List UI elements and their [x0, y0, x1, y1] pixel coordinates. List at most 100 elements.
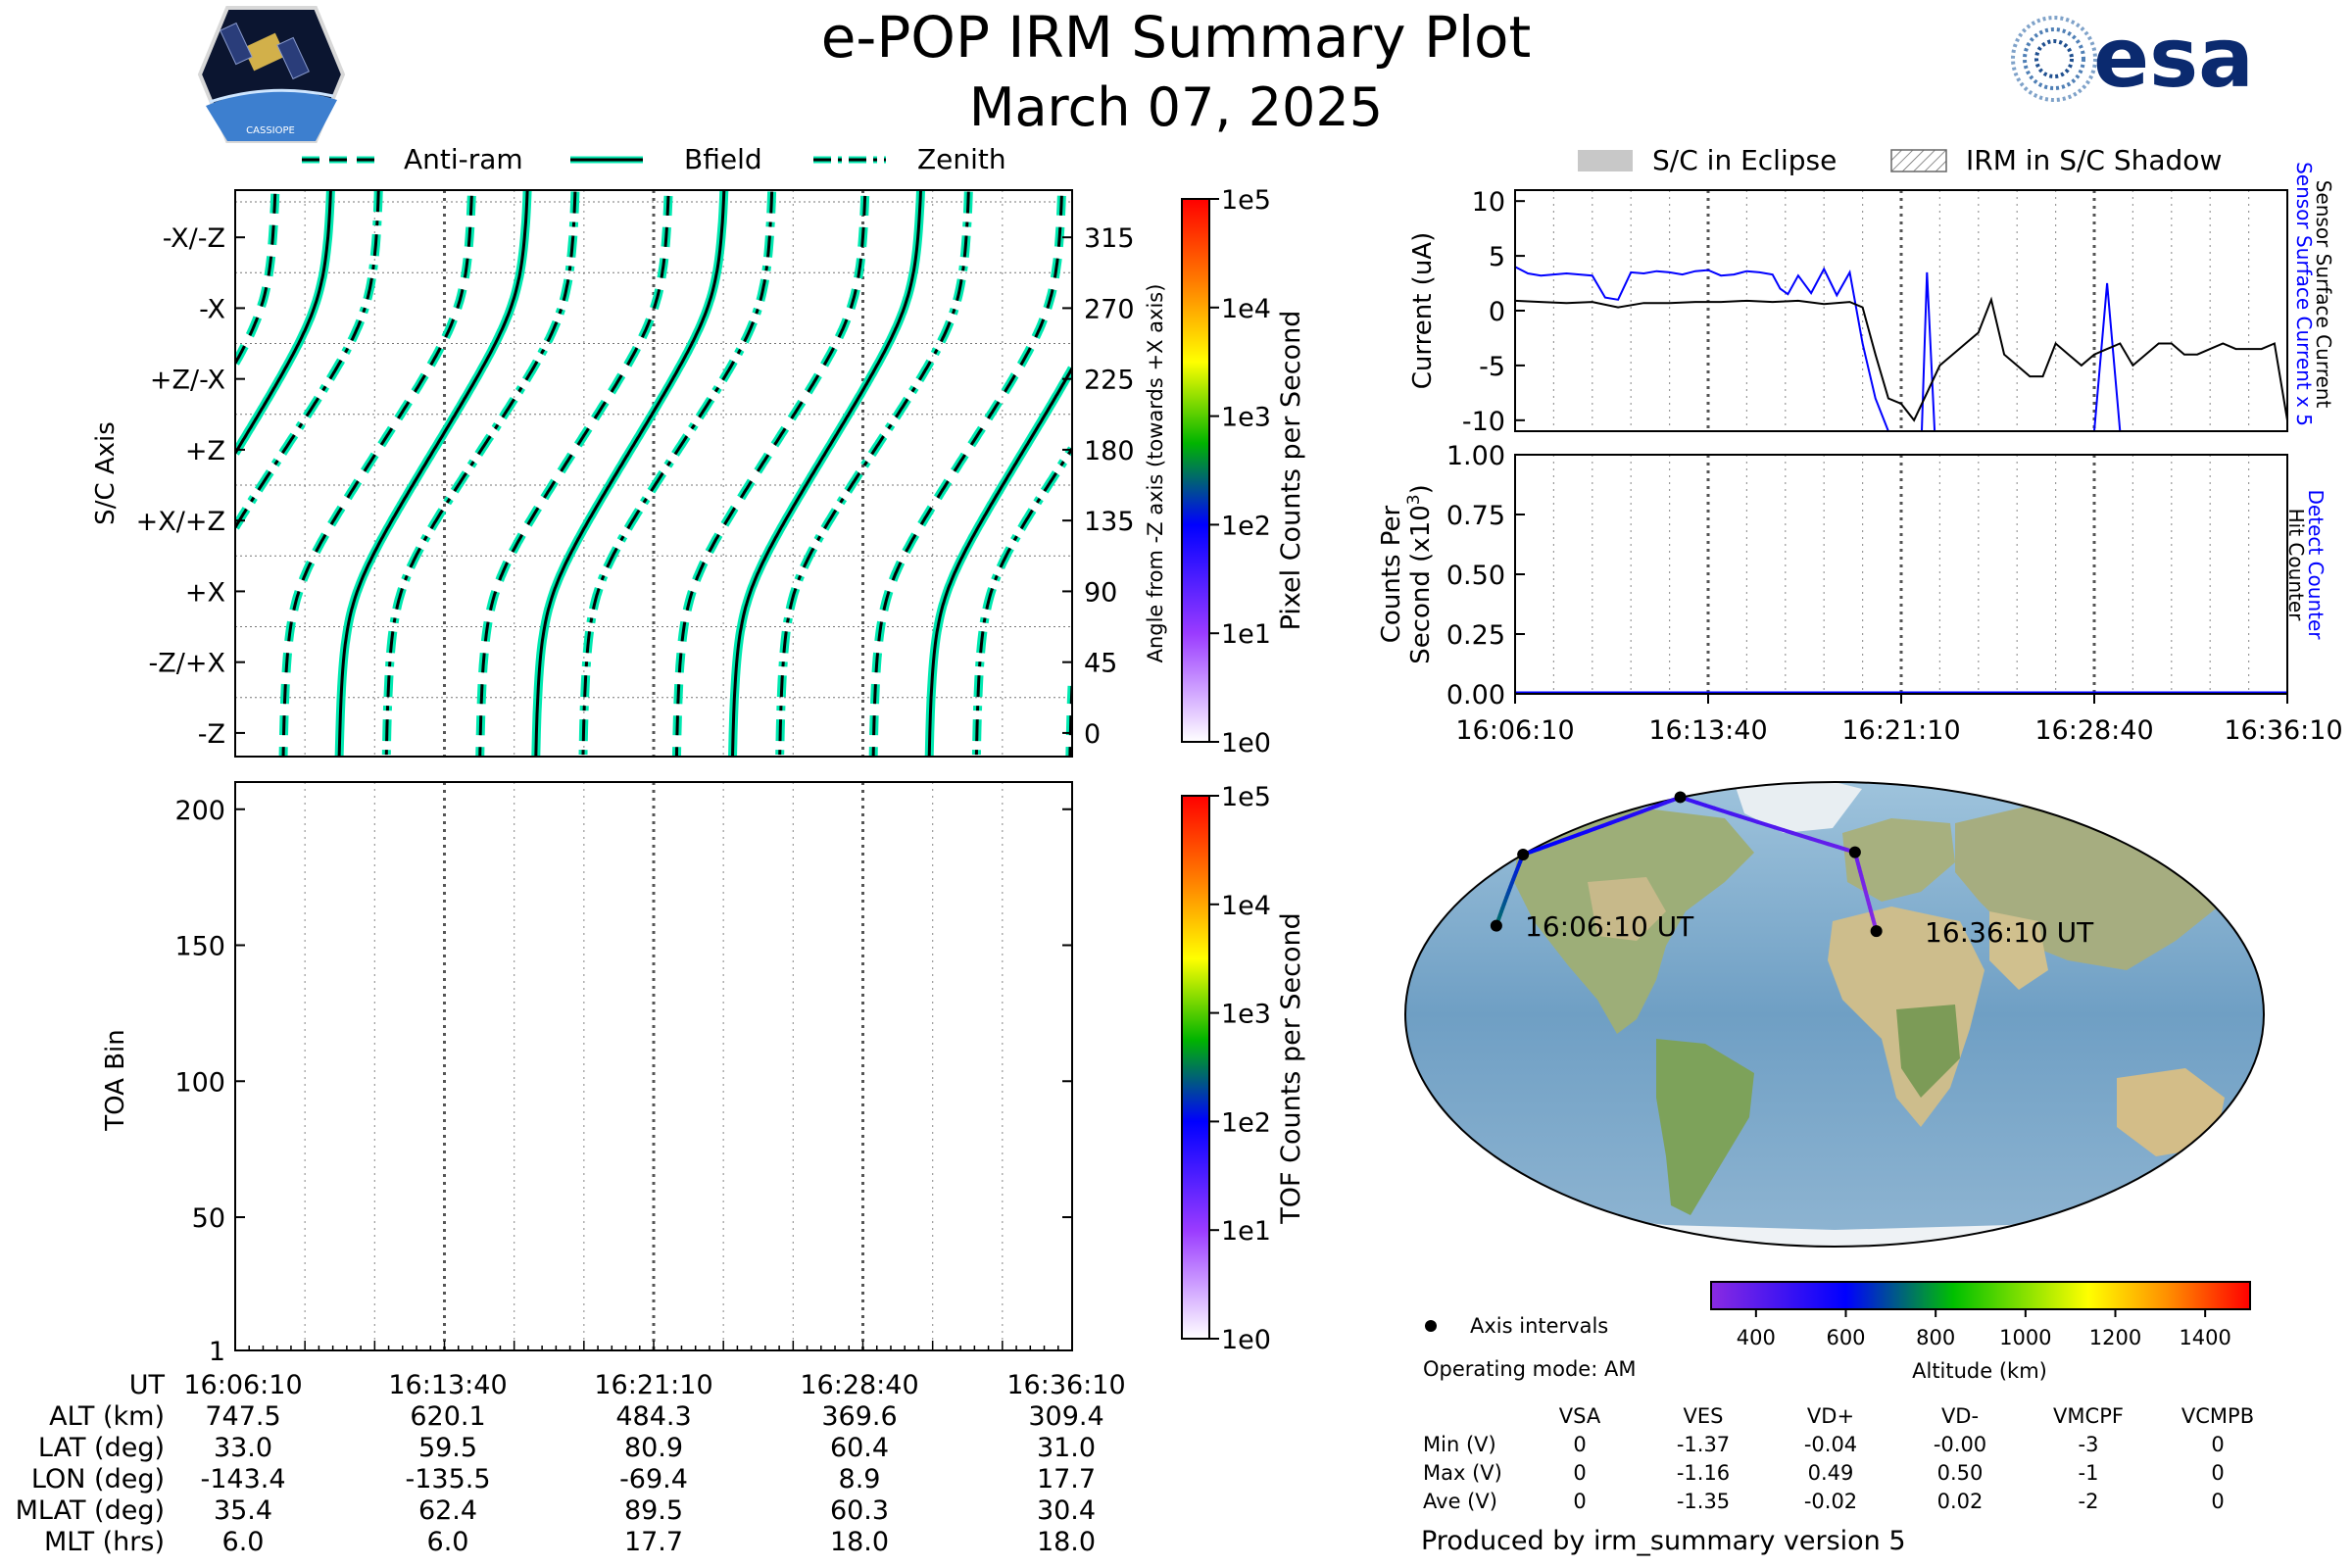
ephemeris-cell: 18.0 — [830, 1527, 889, 1557]
toa-grid — [304, 782, 1004, 1350]
current-y2label-blue: Sensor Surface Current x 5 — [2292, 162, 2316, 426]
cassiope-logo-text: CASSIOPE — [246, 125, 295, 136]
current-ticks: 10 5 0 -5 -10 — [1462, 187, 1525, 437]
ephemeris-cell: 60.3 — [830, 1495, 889, 1526]
voltage-cell: -0.02 — [1804, 1490, 1857, 1513]
colorbar-tick-label: 1e2 — [1221, 511, 1271, 541]
sc-axis-tick-label: -Z — [198, 719, 225, 750]
ephemeris-cell: 16:28:40 — [800, 1370, 918, 1400]
page-title: e-POP IRM Summary Plot — [821, 4, 1532, 71]
ephemeris-cell: 35.4 — [214, 1495, 272, 1526]
altitude-tick-label: 1400 — [2179, 1326, 2230, 1349]
sc-axis-tick-label: -X/-Z — [163, 223, 225, 254]
current-series-sensor-x5 — [1515, 266, 2287, 431]
voltage-cell: 0 — [1573, 1433, 1586, 1456]
ephemeris-cell: 18.0 — [1037, 1527, 1096, 1557]
legend-zenith: Zenith — [917, 143, 1006, 175]
voltage-cell: -1.16 — [1677, 1461, 1730, 1485]
ephemeris-cell: 89.5 — [624, 1495, 683, 1526]
ephemeris-row-label: UT — [129, 1370, 166, 1400]
ephemeris-row-label: ALT (km) — [49, 1401, 165, 1432]
ephemeris-cell: 59.5 — [418, 1433, 477, 1463]
sc-axis-tick-label: -Z/+X — [149, 649, 225, 679]
esa-logo: esa — [2011, 10, 2254, 106]
ephemeris-row-label: MLT (hrs) — [44, 1527, 165, 1557]
current-tick-label: -5 — [1479, 352, 1505, 382]
colorbar-tick-label: 1e1 — [1221, 1216, 1271, 1247]
toa-tick-label: 1 — [209, 1337, 225, 1367]
counts-y2label-blue: Detect Counter — [2304, 490, 2328, 641]
counts-tick-label: 0.75 — [1446, 501, 1505, 531]
ephemeris-cell: 16:13:40 — [388, 1370, 507, 1400]
toa-ylabel: TOA Bin — [101, 1029, 130, 1131]
voltage-cell: -1 — [2079, 1461, 2099, 1485]
legend-bfield: Bfield — [684, 143, 762, 175]
operating-mode: Operating mode: AM — [1423, 1357, 1636, 1381]
axis-intervals-marker — [1425, 1320, 1437, 1332]
counts-ylabel: Counts Per Second (x103) — [1377, 484, 1436, 664]
svg-text:Counts Per: Counts Per — [1377, 505, 1406, 643]
counts-ticks: 1.00 0.75 0.50 0.25 0.00 16:06:10 16:13:40 16:2… — [1446, 441, 2343, 746]
attitude-series-zenith — [235, 190, 1072, 757]
ephemeris-cell: 16:36:10 — [1006, 1370, 1125, 1400]
altitude-tick-label: 1200 — [2089, 1326, 2141, 1349]
angle-tick-label: 225 — [1084, 366, 1135, 396]
colorbar-tick-label: 1e2 — [1221, 1107, 1271, 1138]
ephemeris-row-label: LAT (deg) — [38, 1433, 165, 1463]
ephemeris-cell: 6.0 — [427, 1527, 469, 1557]
angle-tick-label: 270 — [1084, 294, 1135, 324]
ephemeris-cell: 31.0 — [1037, 1433, 1096, 1463]
counts-grid — [1552, 455, 2250, 694]
altitude-colorbar-label: Altitude (km) — [1912, 1359, 2047, 1383]
voltage-header: VMCPF — [2053, 1404, 2124, 1428]
altitude-colorbar: 400 600 800 1000 1200 1400 Altitude (km) — [1710, 1281, 2251, 1383]
ephemeris-cell: 17.7 — [624, 1527, 683, 1557]
counts-tick-label: 0.00 — [1446, 680, 1505, 710]
colorbar-tick-label: 1e4 — [1221, 294, 1271, 324]
current-legend: S/C in Eclipse IRM in S/C Shadow — [1578, 144, 2222, 176]
voltage-cell: -1.35 — [1677, 1490, 1730, 1513]
attitude-axis-labels: -Z 0 -Z/+X 45 +X 90 +X/+Z 135 +Z 180 +Z/-X 225 -X 270… — [136, 223, 1135, 750]
voltage-cell: 0 — [1573, 1490, 1586, 1513]
pixel-colorbar-label: Pixel Counts per Second — [1276, 311, 1306, 631]
colorbar-tick-label: 1e1 — [1221, 619, 1271, 650]
axis-interval-point — [1674, 791, 1687, 804]
voltage-header: VD+ — [1807, 1404, 1854, 1428]
svg-text:Second (x103): Second (x103) — [1404, 484, 1436, 664]
voltage-cell: 0.02 — [1937, 1490, 1984, 1513]
axis-interval-point — [1848, 846, 1861, 858]
counts-tick-label: 0.25 — [1446, 620, 1505, 651]
altitude-tick-label: 400 — [1737, 1326, 1776, 1349]
voltage-cell: 0 — [2211, 1433, 2224, 1456]
voltage-cell: 0.50 — [1937, 1461, 1984, 1485]
time-tick-label: 16:13:40 — [1648, 715, 1767, 746]
ephemeris-cell: 16:06:10 — [183, 1370, 302, 1400]
colorbar-tick-label: 1e5 — [1221, 782, 1271, 812]
page-date: March 07, 2025 — [969, 76, 1383, 138]
ephemeris-cell: 30.4 — [1037, 1495, 1096, 1526]
current-tick-label: -10 — [1462, 407, 1505, 437]
time-tick-label: 16:36:10 — [2224, 715, 2342, 746]
pixel-colorbar: 1e0 1e1 1e2 1e3 1e4 1e5 Pixel Counts per Seco… — [1181, 185, 1306, 759]
current-tick-label: 10 — [1472, 187, 1505, 218]
ephemeris-cell: 33.0 — [214, 1433, 272, 1463]
sc-axis-tick-label: +X/+Z — [136, 507, 225, 537]
ephemeris-cell: 6.0 — [222, 1527, 265, 1557]
current-tick-label: 0 — [1489, 297, 1505, 327]
sc-axis-tick-label: +Z — [185, 436, 225, 466]
sc-axis-tick-label: -X — [199, 294, 225, 324]
voltage-cell: 0 — [2211, 1461, 2224, 1485]
colorbar-tick-label: 1e3 — [1221, 403, 1271, 433]
axis-interval-point — [1870, 925, 1883, 938]
ephemeris-cell: 8.9 — [839, 1464, 881, 1494]
axis-intervals-label: Axis intervals — [1470, 1314, 1608, 1338]
colorbar-tick-label: 1e3 — [1221, 1000, 1271, 1030]
ephemeris-row-label: LON (deg) — [31, 1464, 165, 1494]
voltage-row-label: Ave (V) — [1423, 1490, 1497, 1513]
voltage-header: VSA — [1559, 1404, 1601, 1428]
attitude-curves — [235, 190, 1072, 757]
axis-interval-point — [1517, 849, 1530, 861]
attitude-ylabel: S/C Axis — [91, 421, 121, 525]
voltage-cell: -2 — [2079, 1490, 2099, 1513]
ephemeris-cell: 747.5 — [205, 1401, 280, 1432]
